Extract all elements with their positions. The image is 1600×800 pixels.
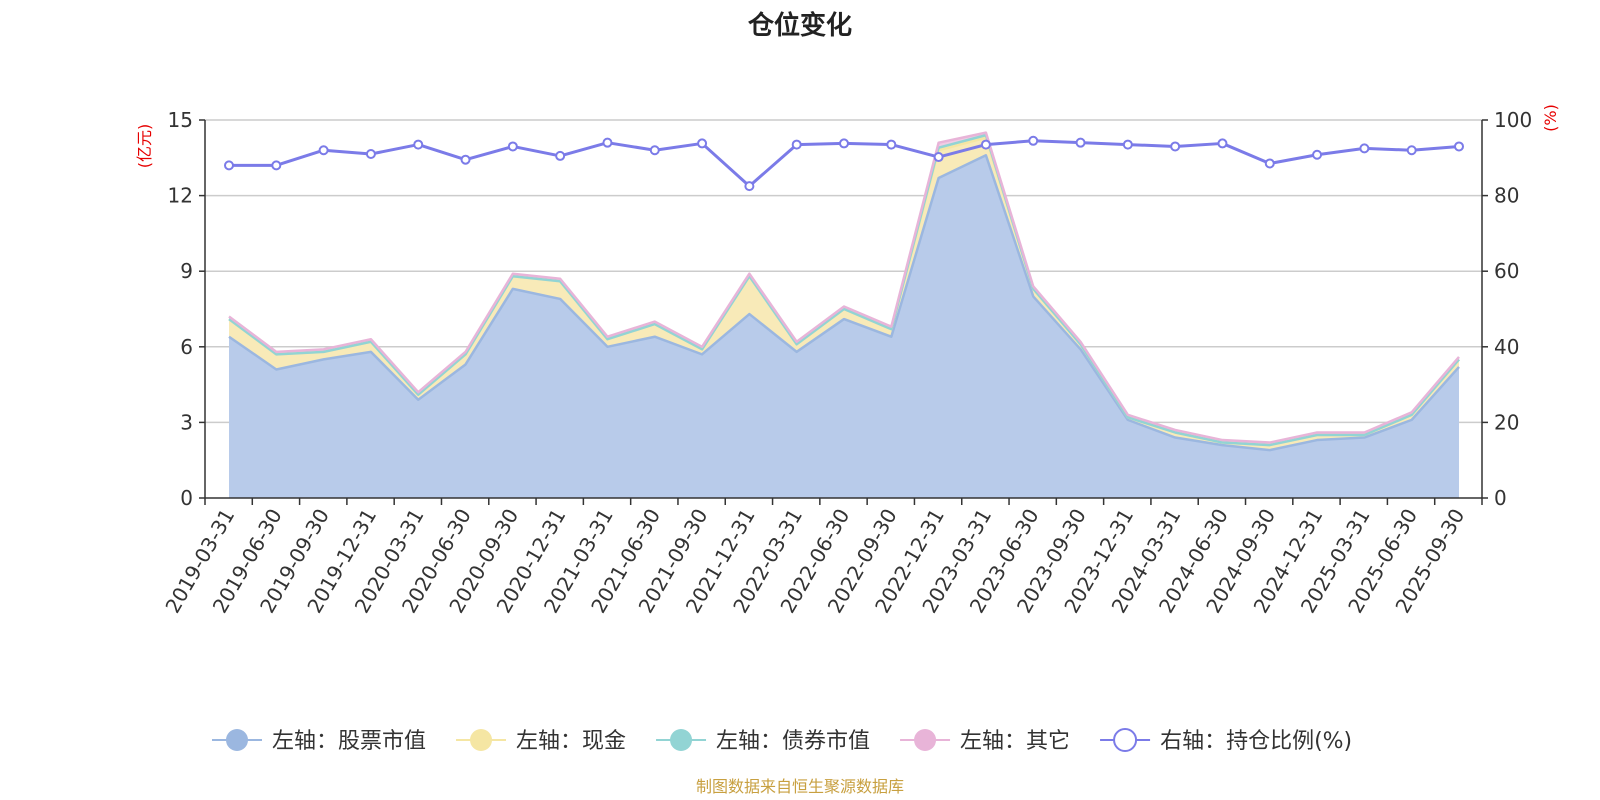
ratio-point[interactable] xyxy=(933,152,944,163)
left-tick-label: 3 xyxy=(180,410,193,434)
right-tick-label: 20 xyxy=(1494,410,1519,434)
ratio-point[interactable] xyxy=(980,139,991,150)
left-tick-label: 6 xyxy=(180,335,193,359)
axes xyxy=(204,120,1483,499)
left-axis-ticks: 0 3 6 9 12 15 xyxy=(168,108,205,510)
legend-marker xyxy=(670,729,693,751)
ratio-point[interactable] xyxy=(507,141,518,152)
ratio-point[interactable] xyxy=(839,138,849,149)
ratio-point[interactable] xyxy=(1359,143,1370,154)
ratio-point[interactable] xyxy=(318,145,329,156)
ratio-point[interactable] xyxy=(1075,137,1086,148)
legend-marker xyxy=(226,729,248,751)
legend-label: 右轴：持仓比例(%) xyxy=(1160,729,1352,754)
area-edge-左轴：股票市值 xyxy=(228,154,1460,452)
legend-marker xyxy=(1113,728,1138,752)
ratio-point[interactable] xyxy=(602,137,613,148)
legend-label: 左轴：现金 xyxy=(516,729,626,754)
ratio-point[interactable] xyxy=(1264,158,1275,169)
ratio-point[interactable] xyxy=(1406,145,1417,156)
legend-label: 左轴：债券市值 xyxy=(716,729,870,754)
ratio-point[interactable] xyxy=(791,139,802,150)
right-tick-label: 80 xyxy=(1494,184,1519,208)
ratio-line xyxy=(224,135,1464,192)
left-tick-label: 0 xyxy=(180,486,193,510)
ratio-point[interactable] xyxy=(460,154,471,165)
ratio-point[interactable] xyxy=(365,149,376,160)
ratio-point[interactable] xyxy=(1170,141,1181,152)
ratio-point[interactable] xyxy=(1028,135,1039,146)
ratio-point[interactable] xyxy=(697,138,708,149)
legend-item[interactable]: 左轴：债券市值 xyxy=(656,729,870,754)
left-tick-label: 12 xyxy=(168,184,193,208)
legend-marker xyxy=(470,729,493,751)
ratio-point[interactable] xyxy=(1312,149,1323,160)
x-axis-ticks: 2019-03-312019-06-302019-09-302019-12-31… xyxy=(160,498,1483,617)
area-edge-左轴：其它 xyxy=(228,131,1460,444)
left-tick-label: 15 xyxy=(168,108,193,132)
right-axis-unit: (%) xyxy=(1541,104,1560,132)
ratio-point[interactable] xyxy=(1122,139,1133,150)
legend-item[interactable]: 右轴：持仓比例(%) xyxy=(1100,728,1352,754)
right-tick-label: 100 xyxy=(1494,108,1532,132)
left-axis-unit: (亿元) xyxy=(135,124,154,169)
ratio-point[interactable] xyxy=(649,145,660,156)
ratio-point[interactable] xyxy=(1454,141,1464,152)
legend-item[interactable]: 左轴：股票市值 xyxy=(212,729,426,754)
ratio-point[interactable] xyxy=(744,181,755,192)
legend-label: 左轴：股票市值 xyxy=(272,729,426,754)
ratio-point[interactable] xyxy=(224,160,234,171)
grid-lines xyxy=(205,119,1482,424)
area-edge-左轴：债券市值 xyxy=(228,133,1460,447)
legend-marker xyxy=(914,729,937,751)
legend-item[interactable]: 左轴：现金 xyxy=(456,729,626,754)
stacked-areas xyxy=(228,131,1460,498)
area-左轴：股票市值 xyxy=(229,155,1459,498)
ratio-point[interactable] xyxy=(413,139,424,150)
ratio-point[interactable] xyxy=(555,150,566,161)
right-tick-label: 60 xyxy=(1494,259,1519,283)
ratio-point[interactable] xyxy=(1217,138,1228,149)
data-source-note: 制图数据来自恒生聚源数据库 xyxy=(696,777,904,796)
ratio-point[interactable] xyxy=(271,160,282,171)
legend[interactable]: 左轴：股票市值 左轴：现金 左轴：债券市值 左轴：其它 右轴：持仓比例(%) xyxy=(212,728,1352,754)
legend-label: 左轴：其它 xyxy=(960,729,1070,754)
right-tick-label: 40 xyxy=(1494,335,1519,359)
legend-item[interactable]: 左轴：其它 xyxy=(900,729,1070,754)
ratio-point[interactable] xyxy=(886,139,897,150)
left-tick-label: 9 xyxy=(180,259,193,283)
chart-title: 仓位变化 xyxy=(747,10,852,41)
right-tick-label: 0 xyxy=(1494,486,1507,510)
right-axis-ticks: 0 20 40 60 80 100 xyxy=(1482,108,1532,510)
